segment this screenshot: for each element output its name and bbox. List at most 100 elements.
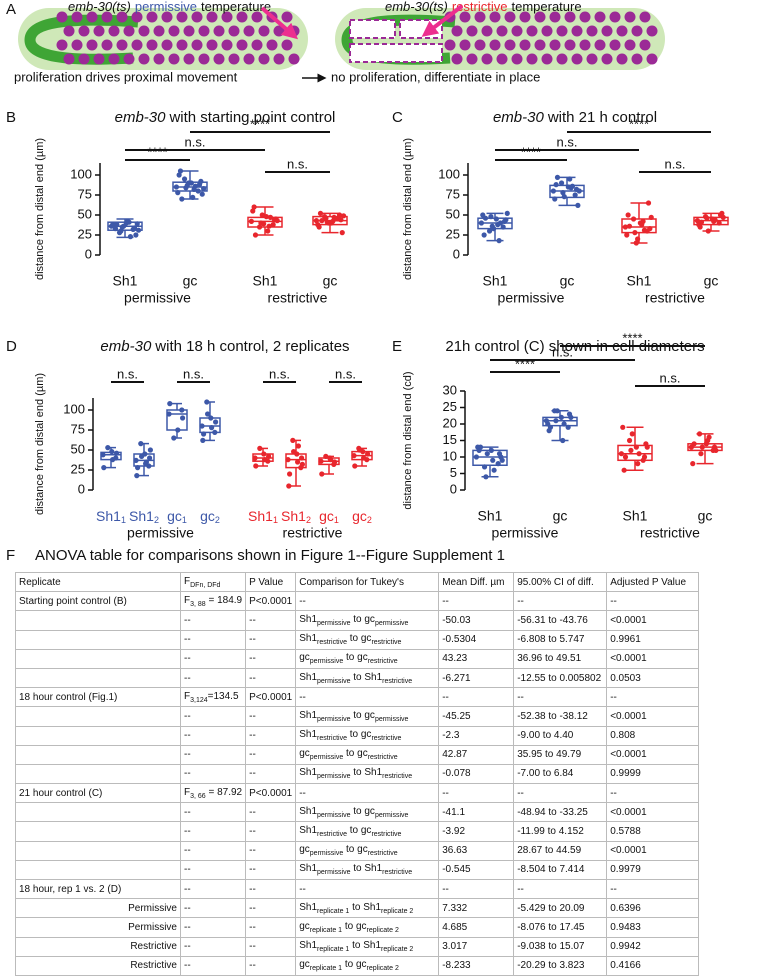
- table-row: Permissive -- -- Sh1replicate 1 to Sh1repli…: [15, 898, 700, 919]
- germ-cell: [564, 11, 576, 23]
- table-cell: <0.0001: [606, 610, 700, 631]
- category-base: Sh1: [129, 508, 154, 524]
- comparison-label: n.s.: [185, 134, 206, 149]
- title-rest: temperature: [511, 0, 581, 14]
- cell-text: to Sh1: [349, 940, 382, 952]
- table-cell: [15, 706, 181, 727]
- data-point: [569, 183, 576, 189]
- table-cell: <0.0001: [606, 802, 700, 823]
- germ-cell: [281, 11, 293, 23]
- germ-cell: [258, 53, 270, 65]
- table-cell: P<0.0001: [245, 783, 297, 804]
- subscript: replicate 1: [309, 926, 343, 934]
- table-cell: Restrictive: [15, 936, 181, 957]
- panel-label: C: [392, 109, 403, 126]
- category-subscript: 1: [273, 515, 278, 525]
- table-cell: --: [513, 591, 608, 612]
- subscript: permissive: [309, 850, 344, 858]
- x-tick-label: gc: [704, 273, 719, 289]
- data-point: [481, 232, 487, 238]
- germ-cell: [93, 53, 105, 65]
- data-point: [192, 183, 199, 189]
- germ-cell: [273, 53, 285, 65]
- table-cell: [15, 744, 181, 765]
- table-cell: gcreplicate 1 to gcreplicate 2: [295, 955, 440, 976]
- subscript: restrictive: [317, 639, 347, 647]
- cell-text: to gc: [346, 825, 372, 837]
- table-cell: <0.0001: [606, 706, 700, 727]
- cell-text: to Sh1: [350, 767, 383, 779]
- comparison-label: n.s.: [117, 366, 138, 381]
- germ-cell: [153, 53, 165, 65]
- data-point: [626, 223, 633, 229]
- germ-cell: [481, 25, 493, 37]
- panel-label: B: [6, 109, 16, 126]
- table-row: -- -- gcpermissive to gcrestrictive 42.87 35…: [15, 744, 700, 765]
- table-cell: --: [606, 783, 700, 804]
- data-point: [270, 222, 276, 228]
- y-tick-label: 10: [443, 448, 457, 463]
- table-cell: --: [513, 687, 608, 708]
- data-point: [641, 454, 648, 460]
- data-point: [175, 427, 181, 433]
- table-cell: [15, 610, 181, 631]
- title-italic: emb-30: [115, 109, 167, 126]
- table-cell: gcpermissive to gcrestrictive: [295, 648, 440, 669]
- table-cell: [15, 725, 181, 746]
- data-point: [482, 215, 489, 221]
- data-point: [190, 194, 196, 200]
- table-cell: --: [245, 629, 297, 650]
- data-point: [204, 399, 210, 405]
- table-row: Restrictive -- -- Sh1replicate 1 to Sh1repl…: [15, 936, 700, 957]
- germ-cell: [474, 39, 486, 51]
- data-point: [561, 421, 567, 427]
- table-cell: gcreplicate 1 to gcreplicate 2: [295, 917, 440, 938]
- data-point: [257, 445, 263, 451]
- category-subscript: 1: [182, 515, 187, 525]
- germ-cell: [549, 11, 561, 23]
- data-point: [341, 213, 347, 219]
- germ-cell: [243, 25, 255, 37]
- category-subscript: 2: [215, 515, 220, 525]
- data-point: [266, 223, 272, 229]
- data-point: [705, 228, 711, 234]
- comparison-label: ****: [147, 144, 167, 159]
- data-point: [361, 455, 367, 461]
- data-point: [209, 425, 215, 431]
- data-point: [167, 401, 173, 407]
- table-cell: --: [438, 687, 515, 708]
- data-point: [135, 465, 141, 471]
- data-point: [635, 236, 641, 242]
- germ-cell: [594, 11, 606, 23]
- germ-cell: [86, 39, 98, 51]
- table-cell: Starting point control (B): [15, 591, 181, 612]
- table-cell: 21 hour control (C): [15, 783, 181, 804]
- data-point: [568, 414, 574, 420]
- germ-cell: [161, 39, 173, 51]
- table-cell: -6.271: [438, 667, 515, 689]
- table-cell: -50.03: [438, 610, 515, 631]
- group-label: restrictive: [268, 290, 328, 306]
- data-point: [503, 217, 509, 223]
- table-cell: --: [245, 706, 297, 727]
- data-point: [352, 463, 358, 469]
- table-cell: --: [179, 840, 247, 861]
- y-tick-label: 50: [71, 441, 85, 456]
- germ-cell: [183, 53, 195, 65]
- comparison-label: ****: [515, 356, 535, 371]
- table-cell: --: [179, 648, 247, 669]
- table-cell: Sh1restrictive to gcrestrictive: [295, 821, 440, 842]
- germ-cell: [221, 11, 233, 23]
- data-point: [550, 188, 557, 194]
- data-point: [473, 454, 479, 460]
- germ-cell: [519, 11, 531, 23]
- table-cell: --: [179, 821, 247, 842]
- table-cell: --: [606, 878, 700, 900]
- data-point: [266, 453, 272, 459]
- table-cell: --: [179, 878, 247, 900]
- subscript: restrictive: [371, 639, 402, 647]
- table-row: -- -- gcpermissive to gcrestrictive 36.63 28…: [15, 840, 700, 861]
- data-point: [201, 431, 207, 437]
- data-point: [558, 180, 565, 186]
- germ-cell: [526, 25, 538, 37]
